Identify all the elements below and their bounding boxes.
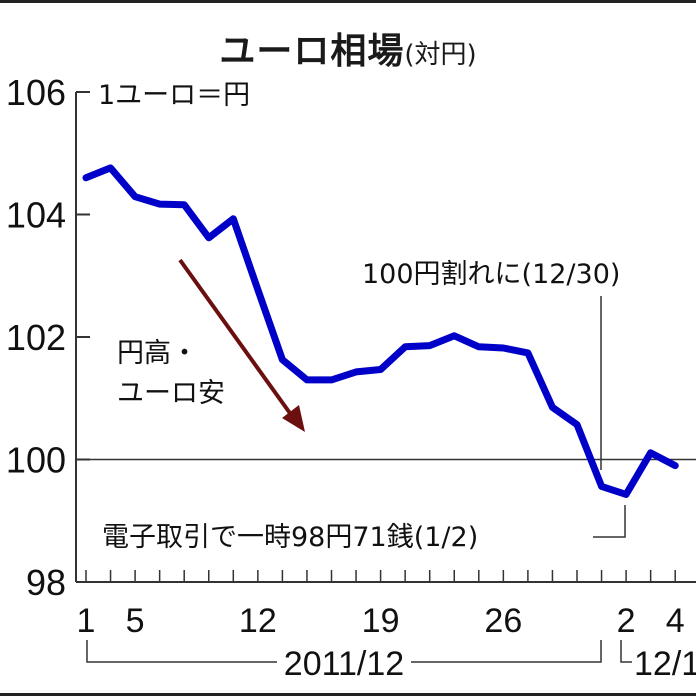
bottom-border [0, 693, 696, 696]
chart-title-sub: (対円) [404, 40, 477, 70]
period-bracket-right [411, 640, 602, 663]
y-tick-label: 102 [6, 317, 66, 358]
y-tick-label: 100 [6, 440, 66, 481]
below-100-label: 100円割れに(12/30) [362, 259, 620, 290]
y-tick-label: 98 [26, 562, 66, 603]
euro-yen-line [82, 164, 679, 498]
axes [75, 91, 696, 663]
period-label-2011: 2011/12 [284, 645, 404, 683]
y-tick-label: 106 [6, 72, 66, 113]
period-bracket-2012 [620, 640, 632, 663]
x-tick-label: 4 [666, 602, 685, 640]
trend-label-line2: ユーロ安 [117, 378, 225, 409]
low-point-leader [593, 505, 626, 538]
x-tick-label: 5 [126, 602, 145, 640]
x-tick-label: 2 [617, 602, 636, 640]
chart-title-main: ユーロ相場 [219, 31, 405, 72]
annotations: 円高・ユーロ安 100円割れに(12/30) 電子取引で一時98円71銭(1/2) [102, 258, 626, 553]
period-bracket-left [86, 640, 277, 663]
x-tick-label: 12 [239, 602, 277, 640]
x-tick-label: 26 [484, 602, 522, 640]
chart-title: ユーロ相場(対円) [0, 22, 696, 74]
low-point-label: 電子取引で一時98円71銭(1/2) [102, 522, 478, 553]
x-tick-label: 1 [77, 602, 96, 640]
unit-label: 1ユーロ＝円 [98, 80, 250, 111]
trend-arrow-head [282, 405, 305, 432]
period-label-2012: 12/1 [634, 645, 696, 683]
trend-arrow-shaft [178, 258, 294, 418]
axis-labels: 98 100 102 104 106 1ユーロ＝円 1 5 12 19 26 2 4 2011/12 12/… [6, 72, 696, 683]
trend-label-line1: 円高・ [117, 338, 198, 369]
x-tick-label: 19 [362, 602, 400, 640]
y-tick-label: 104 [6, 195, 66, 236]
top-border [0, 0, 696, 3]
